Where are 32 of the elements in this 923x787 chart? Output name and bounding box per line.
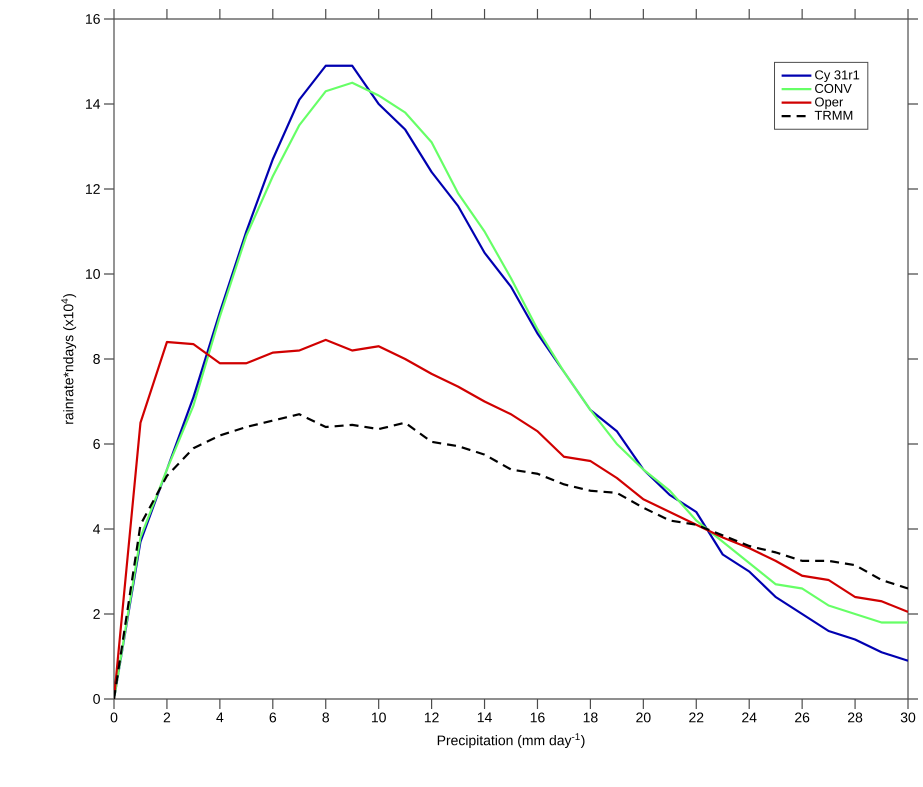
- x-tick-label: 2: [164, 712, 170, 722]
- x-tick-label: 30: [900, 712, 916, 722]
- y-tick-label: 16: [86, 14, 100, 24]
- x-tick-label: 28: [848, 712, 862, 722]
- x-tick-label: 8: [322, 712, 330, 722]
- x-tick-label: 22: [689, 712, 704, 722]
- y-axis-title: rainrate*ndays (x10$^{4}$): [61, 294, 76, 424]
- y-tick-label: 14: [86, 99, 100, 109]
- y-tick-label: 10: [86, 269, 100, 279]
- x-tick-label: 18: [584, 712, 598, 722]
- x-tick-label: 20: [636, 712, 651, 722]
- x-axis-title: Precipitation (mm day$^{-1}$): [438, 733, 584, 748]
- legend-label: CONV: [815, 84, 852, 94]
- x-tick-label: 12: [424, 712, 439, 722]
- x-tick-label: 4: [216, 712, 224, 722]
- y-tick-label: 6: [93, 439, 100, 449]
- x-tick-label: 6: [270, 712, 276, 722]
- x-tick-label: 24: [742, 712, 757, 722]
- y-tick-label: 2: [93, 609, 100, 619]
- legend-label: Cy 31r1: [815, 70, 860, 82]
- legend-label: TRMM: [814, 110, 852, 120]
- y-tick-label: 0: [93, 694, 100, 704]
- y-tick-label: 8: [93, 354, 100, 364]
- line-series: [114, 413, 908, 699]
- x-tick-label: 26: [795, 712, 810, 722]
- y-tick-label: 12: [86, 184, 100, 194]
- x-tick-label: 10: [372, 712, 386, 722]
- x-tick-label: 16: [530, 712, 545, 722]
- y-tick-label: 4: [93, 524, 100, 534]
- legend-label: Oper: [815, 97, 844, 110]
- x-tick-label: 0: [110, 712, 118, 722]
- x-tick-label: 14: [478, 712, 492, 722]
